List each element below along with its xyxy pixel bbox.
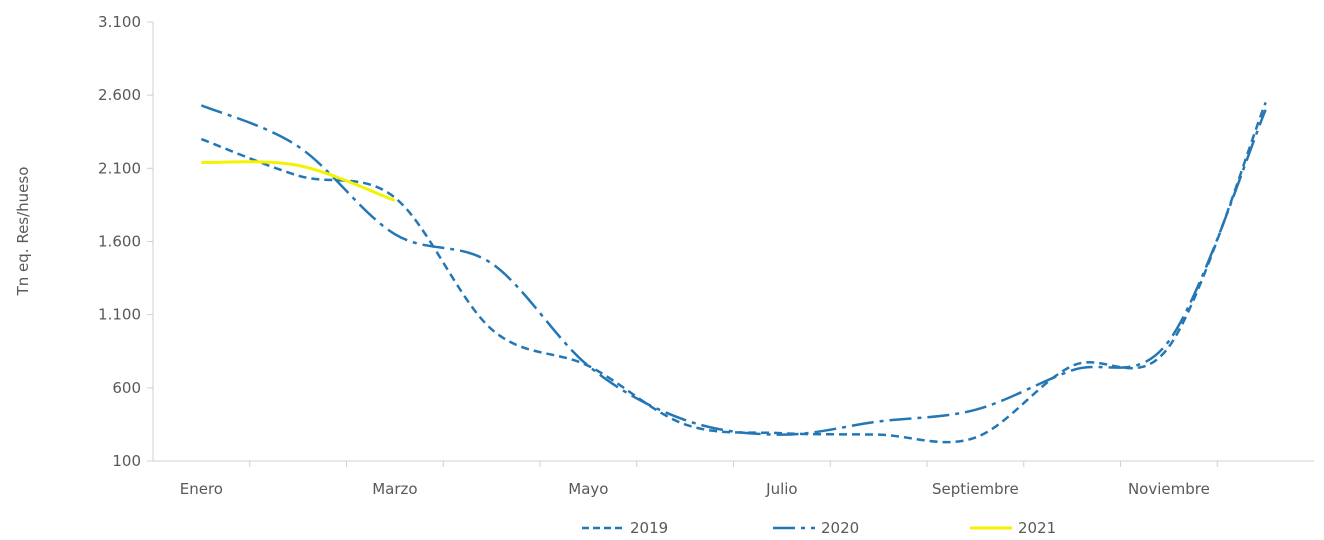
x-tick-label: Mayo	[568, 480, 608, 498]
series-line-2020	[200, 104, 1267, 436]
y-tick-label: 3.100	[98, 13, 141, 31]
x-tick-label: Marzo	[372, 480, 417, 498]
legend-label-2020: 2020	[821, 519, 859, 537]
series-line-2019	[200, 102, 1267, 444]
y-tick-label: 2.600	[98, 86, 141, 104]
y-axis-title: Tn eq. Res/hueso	[14, 167, 32, 297]
y-tick-label: 100	[112, 452, 141, 470]
y-tick-label: 600	[112, 379, 141, 397]
x-tick-label: Julio	[765, 480, 797, 498]
y-axis: 100 600 1.100 1.600 2.100 2.600 3.100	[98, 13, 154, 470]
x-tick-label: Enero	[180, 480, 223, 498]
legend-label-2021: 2021	[1018, 519, 1056, 537]
series-layer	[200, 102, 1267, 444]
y-tick-label: 2.100	[98, 159, 141, 177]
x-tick-label: Noviembre	[1128, 480, 1210, 498]
x-tick-label: Septiembre	[932, 480, 1019, 498]
y-tick-label: 1.100	[98, 306, 141, 324]
y-tick-label: 1.600	[98, 233, 141, 251]
legend-label-2019: 2019	[630, 519, 668, 537]
legend: 2019 2020 2021	[582, 519, 1056, 537]
series-line-2021	[201, 160, 396, 202]
x-axis: Enero Marzo Mayo Julio Septiembre Noviembre	[153, 460, 1314, 498]
